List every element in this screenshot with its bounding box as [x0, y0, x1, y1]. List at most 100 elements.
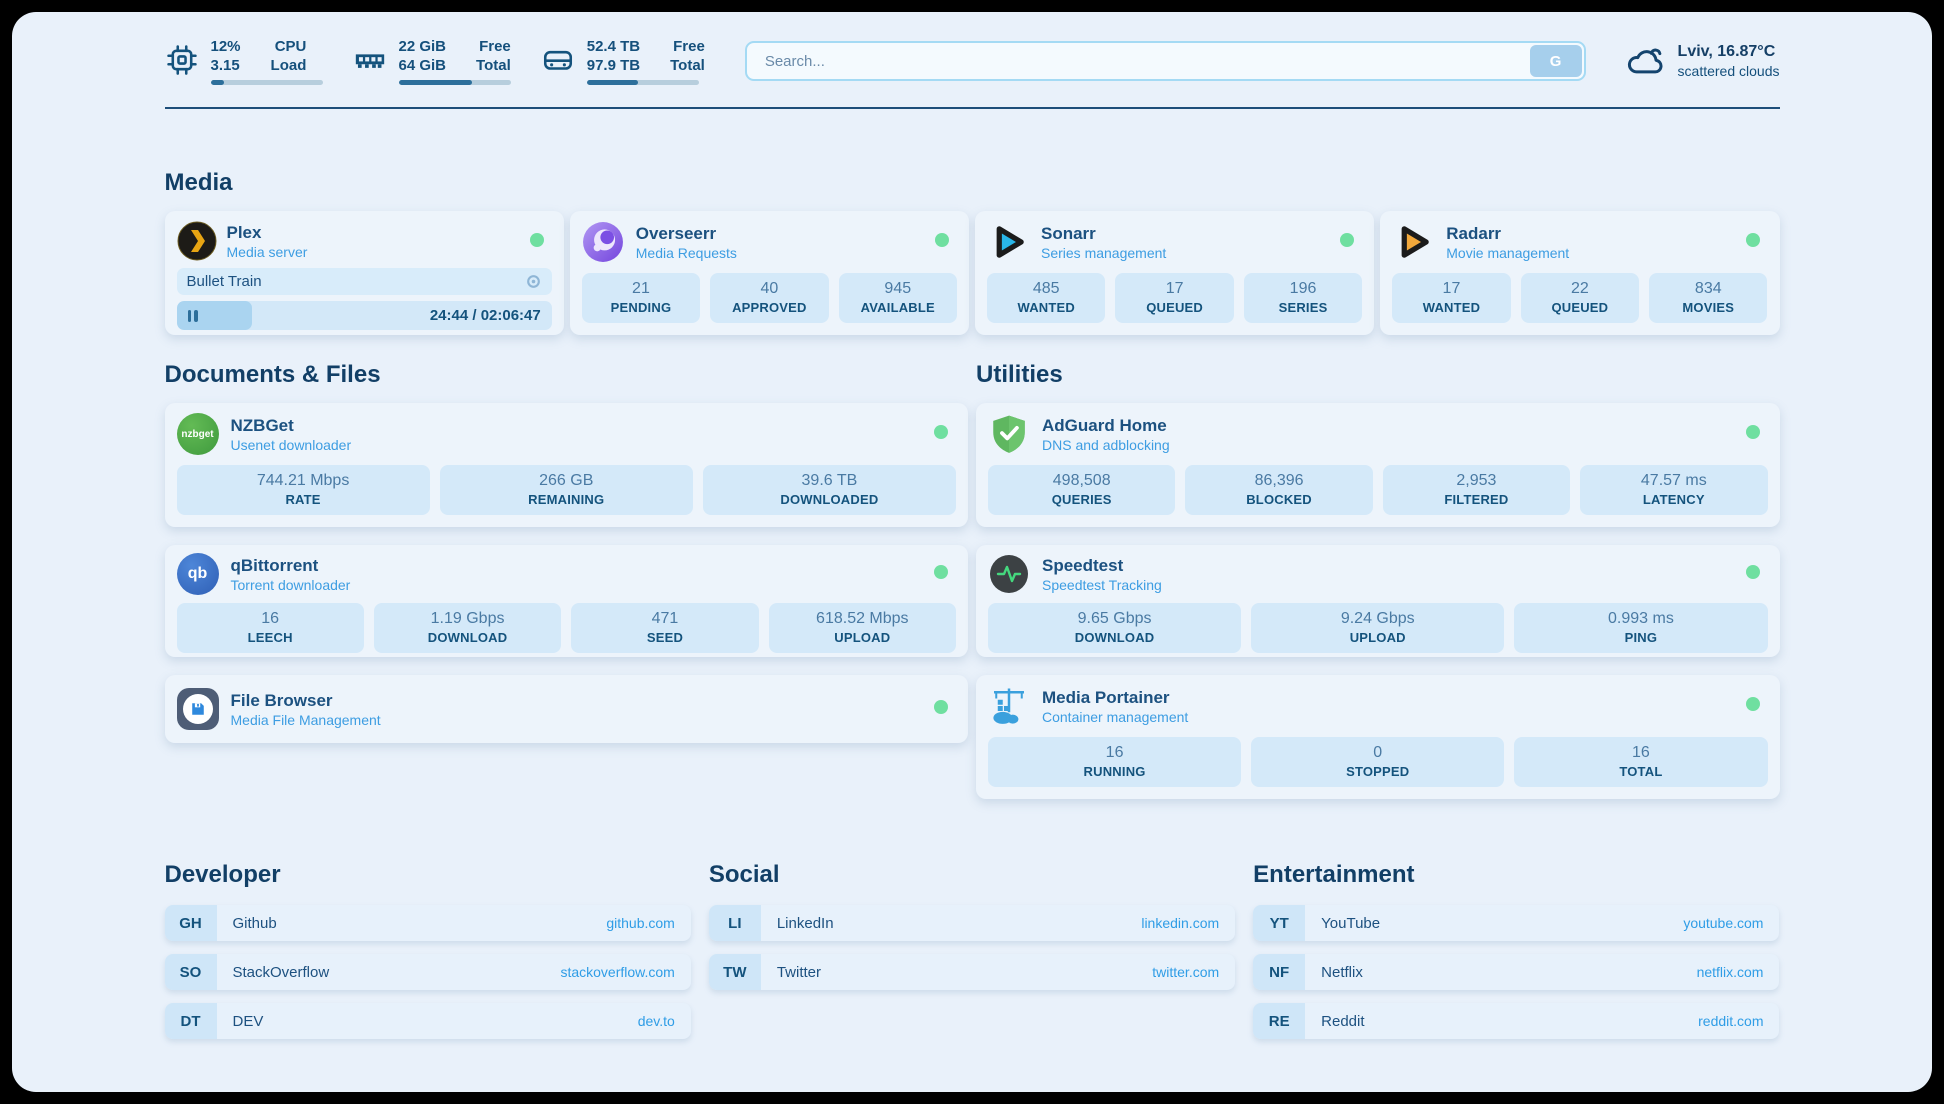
- portainer-icon: [988, 685, 1030, 727]
- stat-label: DOWNLOAD: [427, 630, 508, 645]
- app-subtitle: Usenet downloader: [230, 436, 352, 453]
- cpu-load-label: Load: [270, 57, 307, 74]
- ram-total-value: 64 GiB: [398, 57, 447, 74]
- settings-icon[interactable]: [525, 273, 542, 290]
- stat-value: 39.6 TB: [801, 472, 858, 489]
- stat-value: 618.52 Mbps: [816, 610, 909, 627]
- stat-value: 744.21 Mbps: [256, 472, 350, 489]
- stat-tile: 1.19 Gbps DOWNLOAD: [373, 603, 562, 653]
- app-title: Media Portainer: [1042, 687, 1170, 707]
- app-card-speedtest[interactable]: Speedtest Speedtest Tracking 9.65 Gbps D…: [976, 545, 1780, 657]
- app-card-qbittorrent[interactable]: qb qBittorrent Torrent downloader 16 LEE…: [164, 545, 968, 657]
- stat-tile: 17 QUEUED: [1115, 273, 1234, 323]
- links-column-social: Social LI LinkedIn linkedin.com TW Twitt…: [708, 861, 1236, 1039]
- adguard-icon: [988, 413, 1030, 455]
- stat-value: 40: [760, 280, 779, 297]
- stat-label: SERIES: [1278, 300, 1328, 315]
- system-stats: 12% 3.15 CPU Load: [165, 37, 705, 85]
- stat-tile: 21 PENDING: [581, 273, 701, 323]
- app-card-radarr[interactable]: Radarr Movie management 17 WANTED 22 QUE…: [1380, 211, 1780, 335]
- cpu-label: CPU: [274, 38, 307, 55]
- link-url: stackoverflow.com: [560, 964, 675, 980]
- stat-value: 2,953: [1456, 472, 1497, 489]
- link-item-twitter[interactable]: TW Twitter twitter.com: [708, 954, 1236, 990]
- stat-tile: 16 RUNNING: [988, 737, 1242, 787]
- app-card-nzbget[interactable]: nzbget NZBGet Usenet downloader 744.21 M…: [164, 403, 968, 527]
- link-url: twitter.com: [1152, 964, 1220, 980]
- plex-icon: [177, 221, 217, 261]
- link-item-github[interactable]: GH Github github.com: [164, 905, 691, 941]
- stat-value: 196: [1289, 280, 1317, 297]
- link-abbr: TW: [708, 954, 761, 990]
- app-subtitle: Series management: [1041, 244, 1167, 261]
- search-input[interactable]: [744, 41, 1586, 81]
- link-name: Twitter: [776, 963, 822, 981]
- status-dot-online: [1745, 425, 1760, 439]
- weather-condition: scattered clouds: [1677, 63, 1780, 79]
- stat-value: 47.57 ms: [1640, 472, 1707, 489]
- stat-tile: 0 STOPPED: [1251, 737, 1505, 787]
- stat-label: UPLOAD: [834, 630, 891, 645]
- search-engine-button[interactable]: G: [1529, 45, 1582, 77]
- link-item-stackoverflow[interactable]: SO StackOverflow stackoverflow.com: [164, 954, 691, 990]
- status-dot-online: [529, 233, 544, 247]
- app-title: File Browser: [230, 690, 333, 710]
- stat-value: 17: [1442, 280, 1461, 297]
- ram-total-label: Total: [476, 57, 511, 74]
- top-bar: 12% 3.15 CPU Load: [165, 37, 1780, 85]
- sonarr-icon: [987, 221, 1029, 263]
- link-item-youtube[interactable]: YT YouTube youtube.com: [1253, 905, 1780, 941]
- stat-value: 0: [1373, 744, 1383, 761]
- stat-label: QUEUED: [1551, 300, 1609, 315]
- stat-tile: 485 WANTED: [987, 273, 1106, 323]
- ram-free-value: 22 GiB: [398, 38, 447, 55]
- pause-icon[interactable]: [187, 309, 198, 322]
- app-card-filebrowser[interactable]: File Browser Media File Management: [164, 675, 968, 743]
- plex-playback-time: 24:44 / 02:06:47: [429, 307, 541, 324]
- cloud-icon: [1627, 48, 1662, 74]
- link-abbr: RE: [1253, 1003, 1306, 1039]
- app-title: Plex: [226, 222, 262, 242]
- ram-progress-bar: [398, 80, 511, 85]
- plex-now-playing: Bullet Train: [176, 268, 552, 295]
- link-name: DEV: [232, 1012, 264, 1030]
- stat-value: 0.993 ms: [1608, 610, 1674, 627]
- link-abbr: NF: [1253, 954, 1306, 990]
- link-url: reddit.com: [1698, 1013, 1764, 1029]
- stat-value: 834: [1694, 280, 1722, 297]
- app-title: Radarr: [1446, 223, 1502, 243]
- section-title-social: Social: [708, 861, 780, 888]
- status-dot-online: [934, 565, 948, 579]
- plex-progress-bar[interactable]: 24:44 / 02:06:47: [176, 301, 552, 330]
- link-item-reddit[interactable]: RE Reddit reddit.com: [1253, 1003, 1780, 1039]
- status-dot-online: [934, 700, 948, 714]
- stat-tile: 9.65 Gbps DOWNLOAD: [988, 603, 1242, 653]
- app-card-overseerr[interactable]: Overseerr Media Requests 21 PENDING 40 A…: [569, 211, 969, 335]
- status-dot-online: [1340, 233, 1355, 247]
- app-card-portainer[interactable]: Media Portainer Container management 16 …: [976, 675, 1780, 799]
- stat-tile: 945 AVAILABLE: [838, 273, 957, 323]
- ram-widget: 22 GiB 64 GiB Free Total: [353, 37, 511, 85]
- stat-label: QUEUED: [1146, 300, 1204, 315]
- app-title: qBittorrent: [230, 555, 319, 575]
- stat-label: LEECH: [247, 630, 293, 645]
- stat-tile: 86,396 BLOCKED: [1185, 465, 1373, 515]
- disk-widget: 52.4 TB 97.9 TB Free Total: [541, 37, 705, 85]
- link-abbr: LI: [708, 905, 761, 941]
- link-item-dev[interactable]: DT DEV dev.to: [164, 1003, 691, 1039]
- stat-label: PING: [1624, 630, 1658, 645]
- link-item-linkedin[interactable]: LI LinkedIn linkedin.com: [708, 905, 1236, 941]
- link-url: github.com: [606, 915, 675, 931]
- stat-label: WANTED: [1017, 300, 1075, 315]
- dashboard-window: 12% 3.15 CPU Load: [12, 12, 1932, 1092]
- app-subtitle: Container management: [1042, 708, 1189, 725]
- link-abbr: DT: [164, 1003, 217, 1039]
- link-url: netflix.com: [1696, 964, 1764, 980]
- app-card-plex[interactable]: Plex Media server Bullet Train 24:44 / 0: [164, 211, 564, 335]
- disk-progress-fill: [586, 80, 639, 85]
- app-card-sonarr[interactable]: Sonarr Series management 485 WANTED 17 Q…: [975, 211, 1375, 335]
- disk-free-label: Free: [673, 38, 705, 55]
- link-item-netflix[interactable]: NF Netflix netflix.com: [1253, 954, 1780, 990]
- app-card-adguard[interactable]: AdGuard Home DNS and adblocking 498,508 …: [976, 403, 1780, 527]
- stat-label: DOWNLOAD: [1074, 630, 1155, 645]
